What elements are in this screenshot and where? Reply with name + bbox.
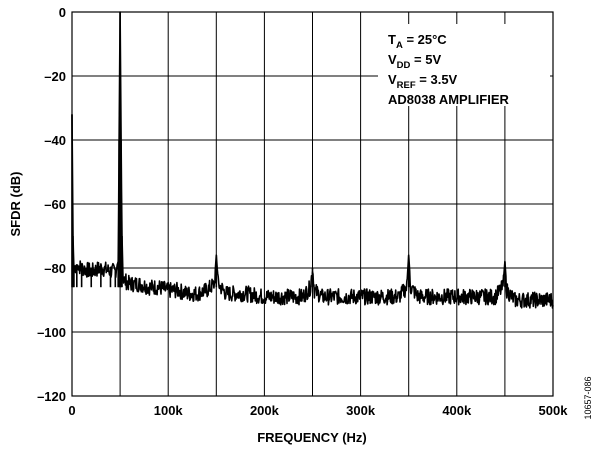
annotation-line: VREF = 3.5V	[388, 72, 458, 91]
x-tick-label: 300k	[346, 403, 376, 418]
x-axis-title: FREQUENCY (Hz)	[257, 430, 367, 445]
annotation-line: TA = 25°C	[388, 32, 447, 51]
x-tick-labels: 0 100k 200k 300k 400k 500k	[68, 403, 568, 418]
figure-id: 10657-086	[583, 376, 593, 419]
x-tick-label: 500k	[539, 403, 569, 418]
x-tick-label: 400k	[442, 403, 472, 418]
y-tick-label: –120	[37, 389, 66, 404]
y-tick-label: –100	[37, 325, 66, 340]
y-tick-label: 0	[59, 5, 66, 20]
y-tick-label: –60	[44, 197, 66, 212]
x-tick-label: 100k	[154, 403, 184, 418]
y-tick-label: –20	[44, 69, 66, 84]
annotation-box	[378, 24, 550, 106]
x-tick-label: 200k	[250, 403, 280, 418]
y-tick-label: –40	[44, 133, 66, 148]
x-tick-label: 0	[68, 403, 75, 418]
annotation-line: AD8038 AMPLIFIER	[388, 92, 509, 107]
y-tick-labels: 0 –20 –40 –60 –80 –100 –120	[37, 5, 66, 404]
annotation-line: VDD = 5V	[388, 52, 441, 71]
y-axis-title: SFDR (dB)	[8, 172, 23, 237]
y-tick-label: –80	[44, 261, 66, 276]
